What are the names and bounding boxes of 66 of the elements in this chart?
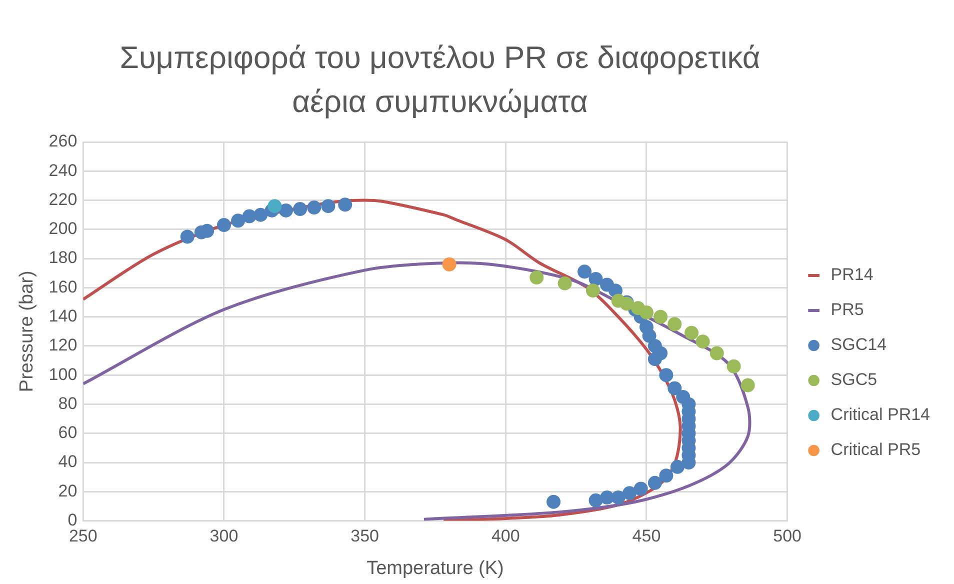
y-axis-title: Pressure (bar): [16, 270, 38, 392]
y-tick-label: 80: [58, 394, 78, 413]
point: [696, 334, 710, 349]
point: [654, 310, 668, 324]
point: [254, 208, 268, 222]
legend-label: Critical PR14: [830, 405, 930, 424]
y-tick-label: 100: [48, 364, 78, 384]
y-tick-label: 60: [58, 423, 78, 442]
x-tick-label: 450: [632, 526, 661, 546]
point: [622, 486, 637, 500]
point: [293, 202, 308, 216]
point: [278, 203, 293, 218]
y-tick-label: 140: [48, 306, 78, 326]
point: [600, 490, 614, 504]
y-tick-label: 160: [48, 277, 78, 296]
point: [586, 284, 600, 298]
point: [338, 198, 352, 212]
point: [578, 264, 592, 279]
legend-label: SGC14: [830, 335, 887, 354]
y-tick-label: 0: [68, 510, 78, 530]
legend-label: SGC5: [830, 370, 878, 390]
point: [634, 482, 648, 496]
point: [588, 493, 603, 508]
y-tick-label: 180: [48, 248, 78, 268]
point: [726, 359, 741, 374]
legend-label: PR5: [830, 300, 864, 320]
point: [321, 199, 336, 214]
x-tick-label: 500: [773, 526, 802, 546]
y-tick-label: 260: [48, 132, 78, 151]
point: [659, 468, 674, 483]
point: [648, 352, 662, 366]
point: [648, 476, 662, 490]
x-tick-label: 400: [491, 526, 520, 546]
x-axis-title: Temperature (K): [366, 558, 504, 579]
point: [442, 257, 456, 272]
y-tick-label: 120: [48, 336, 78, 355]
point: [642, 328, 656, 343]
point: [659, 368, 674, 382]
point: [242, 209, 256, 224]
point: [740, 378, 755, 392]
point: [668, 317, 682, 332]
y-tick-label: 220: [48, 190, 78, 209]
point: [231, 214, 246, 228]
y-tick-label: 200: [48, 219, 78, 238]
point: [180, 230, 194, 244]
point: [611, 490, 626, 504]
legend-label: Critical PR5: [830, 440, 921, 460]
y-tick-label: 20: [58, 481, 78, 500]
x-tick-label: 250: [68, 526, 98, 546]
point: [639, 305, 654, 320]
y-tick-label: 240: [48, 160, 78, 180]
chart-title: Συμπεριφορά του μοντέλου PR σε διαφορετικά αέρια συμπυκνώματα: [118, 39, 762, 121]
point: [670, 460, 684, 474]
point: [558, 276, 572, 290]
point: [546, 494, 561, 509]
y-tick-label: 40: [58, 452, 78, 472]
point: [530, 270, 544, 284]
point: [307, 200, 322, 215]
point: [684, 326, 699, 340]
point: [668, 381, 682, 396]
point: [216, 218, 231, 232]
point: [268, 199, 282, 214]
point: [710, 346, 724, 360]
legend-label: PR14: [830, 265, 874, 284]
x-tick-label: 300: [210, 526, 238, 546]
x-tick-label: 350: [350, 526, 380, 546]
